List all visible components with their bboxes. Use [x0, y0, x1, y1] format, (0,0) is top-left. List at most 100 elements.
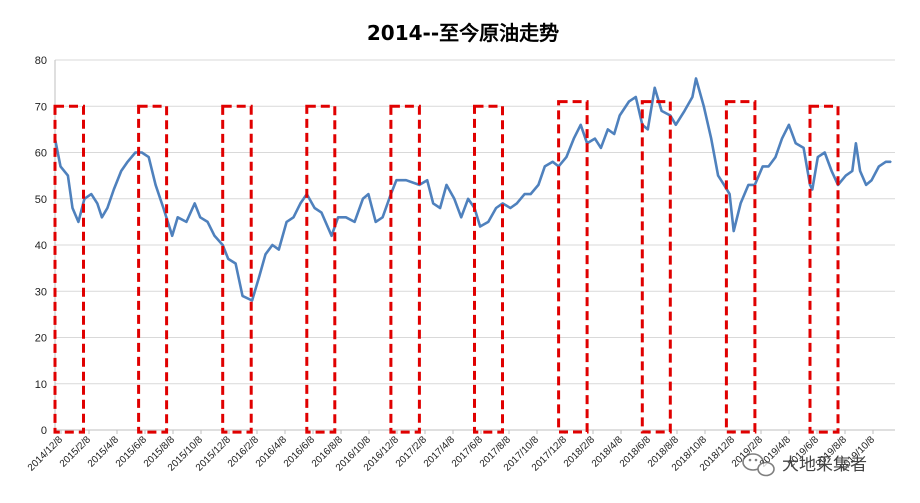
price-point [703, 105, 705, 108]
price-point [96, 202, 99, 205]
watermark-text: 大地采集者 [782, 455, 867, 474]
price-point [213, 235, 216, 237]
price-point [234, 262, 237, 265]
price-point [607, 128, 609, 131]
y-tick-label: 60 [35, 148, 47, 160]
price-point [774, 156, 777, 158]
price-point [487, 221, 490, 223]
y-tick-label: 0 [41, 425, 47, 437]
y-axis-ticks: 0 10 20 30 40 50 60 70 80 [35, 55, 47, 437]
highlight-box [389, 104, 421, 434]
price-point [710, 137, 712, 140]
price-point [285, 221, 288, 223]
price-point [600, 147, 602, 149]
price-point [176, 216, 179, 219]
price-point [221, 244, 224, 246]
price-point [811, 188, 814, 191]
price-point [855, 142, 857, 145]
price-point [695, 77, 697, 80]
price-point [374, 221, 377, 223]
price-point [732, 230, 735, 232]
price-point [761, 165, 764, 168]
price-point [660, 110, 663, 112]
wechat-icon [742, 453, 775, 477]
price-point [90, 193, 93, 195]
price-point [185, 221, 188, 223]
price-point [851, 170, 854, 172]
price-point [367, 193, 370, 195]
price-point [890, 161, 892, 163]
price-point [134, 151, 137, 154]
price-point [653, 87, 656, 89]
price-point [126, 161, 129, 163]
price-point [885, 161, 887, 163]
price-point [171, 235, 173, 237]
price-point [405, 179, 407, 181]
x-axis-ticks: 2014/12/82015/2/82015/4/82015/6/82015/8/… [26, 430, 877, 474]
price-point [113, 188, 115, 191]
price-point [264, 253, 267, 256]
price-point [77, 221, 80, 223]
price-point [723, 184, 725, 186]
price-point [594, 137, 596, 140]
highlight-box [137, 104, 169, 434]
price-point [278, 248, 280, 251]
price-point [362, 198, 364, 200]
y-tick-label: 50 [35, 194, 47, 206]
price-point [193, 202, 196, 205]
price-point [320, 211, 323, 214]
price-point [453, 198, 456, 200]
y-tick-label: 30 [35, 286, 47, 298]
y-tick-label: 20 [35, 333, 47, 345]
price-point [802, 147, 805, 149]
price-point [544, 165, 546, 168]
y-tick-label: 40 [35, 240, 47, 252]
price-point [313, 207, 316, 209]
chart-title: 2014--至今原油走势 [367, 21, 559, 45]
price-point [426, 179, 429, 181]
price-point [495, 207, 497, 209]
price-point [675, 124, 677, 126]
price-point [67, 174, 69, 177]
price-point [565, 156, 568, 158]
price-point [618, 114, 621, 117]
price-point [691, 96, 694, 98]
price-point [728, 193, 731, 195]
y-tick-label: 70 [35, 101, 47, 113]
price-point [767, 165, 770, 168]
price-point [353, 221, 356, 223]
highlight-box [808, 104, 840, 434]
price-point [345, 216, 347, 219]
highlight-box [221, 104, 253, 434]
price-point [551, 161, 554, 163]
price-point [206, 221, 209, 223]
price-point [258, 276, 260, 279]
highlight-box [473, 104, 504, 434]
price-point [101, 216, 103, 219]
price-point [106, 207, 109, 209]
price-point [59, 165, 62, 168]
price-point [747, 184, 750, 186]
price-point [439, 207, 441, 209]
price-point [445, 184, 448, 186]
price-series [53, 77, 892, 302]
price-line [53, 77, 891, 302]
price-point [120, 170, 122, 172]
price-point [154, 184, 157, 186]
price-point [613, 133, 615, 135]
price-point [509, 207, 512, 209]
price-point [717, 174, 719, 177]
highlight-box [305, 104, 337, 434]
watermark: 大地采集者 [742, 453, 867, 477]
highlight-box [724, 100, 757, 434]
y-tick-label: 10 [35, 379, 47, 391]
price-point [830, 170, 833, 172]
price-point [460, 216, 463, 219]
price-point [479, 225, 481, 228]
price-point [227, 258, 229, 260]
price-point [635, 96, 637, 98]
price-point [529, 193, 532, 195]
price-point [845, 174, 847, 177]
price-point [809, 184, 811, 186]
